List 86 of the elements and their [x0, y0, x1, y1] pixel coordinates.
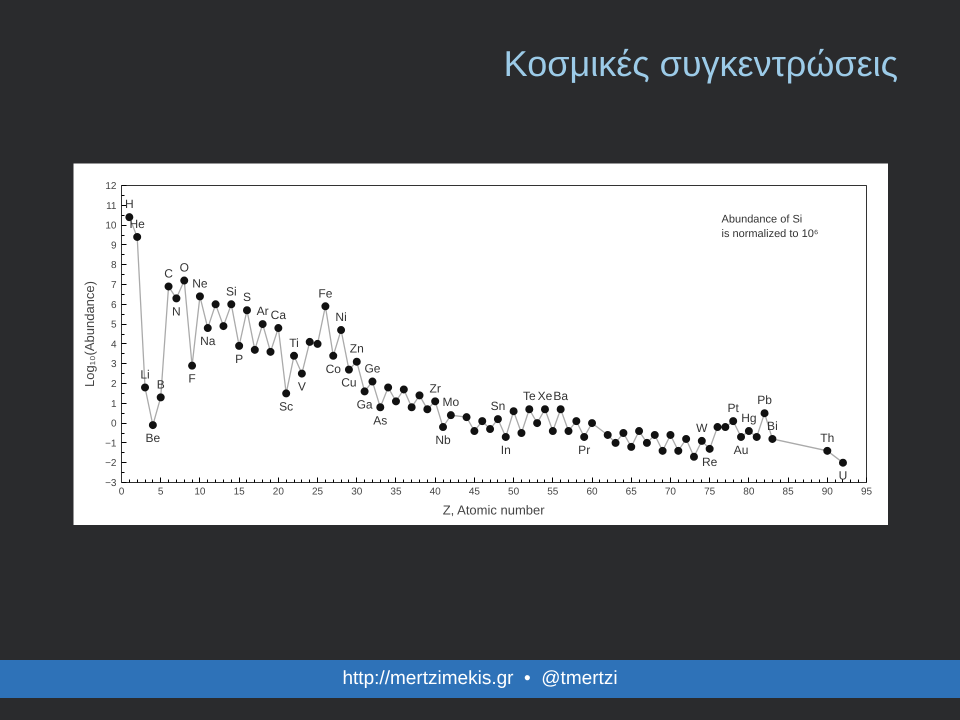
- annotation: Na: [200, 334, 216, 348]
- y-tick-label: 5: [110, 320, 117, 331]
- y-tick-label: 2: [110, 379, 117, 390]
- x-tick-label: 80: [743, 486, 755, 498]
- annotation: As: [373, 413, 388, 428]
- y-axis-title: Log₁₀(Abundance): [82, 281, 98, 387]
- annotation: Abundance of Si is normalized to 10⁶: [722, 214, 818, 240]
- x-tick-label: 55: [547, 486, 559, 498]
- y-tick-label: 6: [110, 300, 117, 311]
- x-tick-label: 45: [468, 486, 480, 498]
- annotation: W: [696, 420, 708, 435]
- annotation: Cu: [341, 376, 357, 390]
- annotation: F: [188, 372, 196, 386]
- annotation: Nb: [435, 433, 452, 448]
- x-tick-label: 10: [194, 486, 206, 498]
- x-tick-label: 75: [704, 486, 716, 498]
- x-tick-label: 90: [822, 486, 834, 498]
- annotation: H: [125, 197, 134, 212]
- y-tick-label: 9: [110, 240, 117, 252]
- annotation: Ni: [335, 310, 347, 324]
- annotation: Bi: [767, 418, 778, 433]
- y-tick-label: −2: [105, 458, 117, 470]
- x-tick-label: 95: [860, 486, 872, 498]
- x-tick-label: 60: [586, 486, 598, 498]
- x-tick-label: 0: [118, 486, 125, 498]
- annotation: Re: [702, 454, 718, 469]
- annotation: He: [130, 216, 146, 231]
- annotation: S: [242, 290, 251, 304]
- y-tick-label: 4: [110, 339, 117, 350]
- annotation: Sn: [490, 399, 506, 414]
- annotation: C: [164, 266, 174, 280]
- x-tick-label: 85: [782, 486, 794, 498]
- x-tick-label: 70: [664, 486, 676, 498]
- annotation: Pb: [757, 393, 772, 408]
- y-tick-label: 11: [106, 200, 117, 212]
- annotation: N: [172, 304, 181, 318]
- y-tick-label: 7: [110, 280, 117, 291]
- annotation: Zn: [350, 342, 364, 356]
- annotation: O: [180, 260, 189, 275]
- x-tick-label: 30: [351, 486, 363, 498]
- annotation: Be: [146, 431, 161, 446]
- x-tick-label: 20: [272, 486, 284, 498]
- annotation: Ba: [553, 389, 568, 404]
- annotation: Mo: [442, 395, 460, 410]
- y-tick-label: 12: [105, 181, 117, 192]
- y-tick-label: 8: [110, 260, 117, 272]
- y-tick-label: 3: [110, 359, 117, 370]
- annotation: Sc: [279, 399, 294, 414]
- annotation: Ge: [364, 362, 381, 376]
- annotation: Xe: [538, 389, 553, 404]
- y-tick-label: 1: [110, 398, 117, 410]
- annotation: Co: [326, 362, 342, 376]
- x-tick-label: 5: [158, 486, 164, 498]
- y-tick-label: −1: [105, 438, 117, 450]
- x-tick-label: 15: [234, 486, 246, 498]
- annotation: In: [500, 442, 511, 457]
- annotation: Ne: [192, 276, 208, 290]
- annotation: Ar: [256, 304, 269, 318]
- y-tick-label: 10: [105, 220, 117, 232]
- x-axis-title: Z, Atomic number: [442, 502, 546, 518]
- x-tick-label: 50: [508, 486, 520, 498]
- chart-title: Κοσμικές συγκεντρώσεις: [504, 42, 898, 86]
- x-tick-label: 40: [430, 486, 442, 498]
- annotation: Fe: [318, 286, 333, 300]
- annotation: Si: [226, 284, 237, 298]
- annotation: Pr: [578, 442, 590, 457]
- annotation: Th: [820, 430, 834, 445]
- annotation: Zr: [430, 381, 441, 396]
- x-tick-label: 65: [626, 486, 638, 498]
- annotation: Au: [734, 442, 748, 457]
- annotation: U: [838, 468, 848, 483]
- text: http://mertzimekis.gr • @tmertzi: [342, 667, 618, 691]
- annotation: Ca: [270, 308, 286, 322]
- annotation: Te: [522, 389, 536, 404]
- x-tick-label: 25: [312, 486, 324, 498]
- annotation: Ti: [289, 336, 299, 350]
- annotation: Ga: [356, 397, 373, 412]
- annotation: Pt: [728, 401, 740, 416]
- annotation: P: [235, 352, 244, 366]
- annotation: V: [298, 380, 306, 394]
- annotation: B: [156, 377, 165, 392]
- x-tick-label: 35: [390, 486, 402, 498]
- annotation: Hg: [741, 411, 757, 426]
- y-tick-label: 0: [110, 418, 117, 430]
- y-tick-label: −3: [105, 478, 117, 489]
- annotation: Li: [140, 367, 150, 382]
